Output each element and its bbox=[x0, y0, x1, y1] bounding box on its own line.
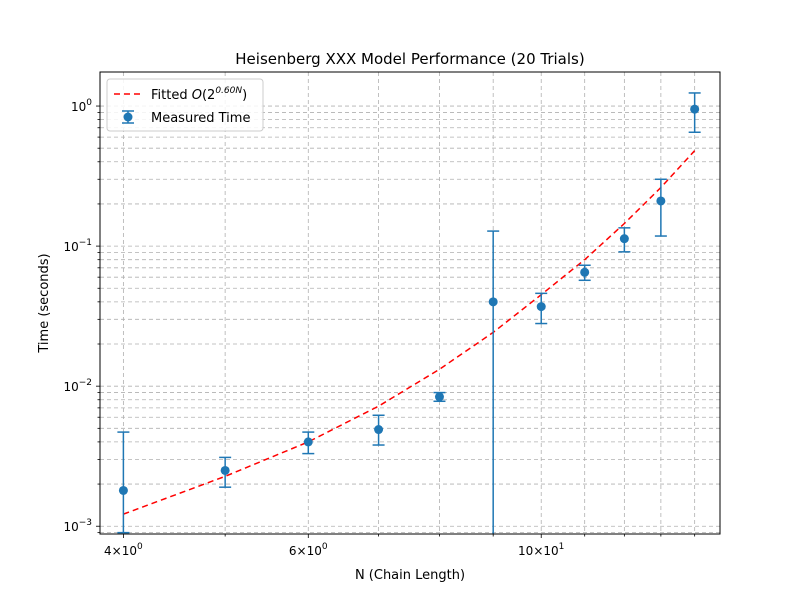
measured-point bbox=[487, 230, 500, 534]
ticks: 4×100 6×100 10×101 10−3 10−2 10−1 100 bbox=[63, 98, 696, 558]
measured-point bbox=[578, 264, 591, 282]
y-tick-label: 10−2 bbox=[63, 378, 92, 394]
measured-point bbox=[654, 178, 667, 237]
plot-frame bbox=[99, 71, 721, 535]
x-axis-label: N (Chain Length) bbox=[355, 568, 465, 583]
measured-point bbox=[433, 391, 446, 403]
chart-title: Heisenberg XXX Model Performance (20 Tri… bbox=[235, 50, 584, 68]
legend-box bbox=[106, 78, 264, 132]
measured-point bbox=[219, 456, 232, 488]
series-layer bbox=[117, 92, 701, 534]
measured-point bbox=[688, 92, 701, 133]
measured-point bbox=[302, 431, 315, 455]
grid bbox=[100, 72, 720, 534]
legend-fit-label: Fitted O(20.60N) bbox=[151, 86, 247, 103]
y-axis-label: Time (seconds) bbox=[37, 253, 52, 353]
y-tick-label: 10−1 bbox=[63, 238, 92, 254]
measured-point bbox=[372, 414, 385, 446]
legend-measured-swatch bbox=[122, 110, 134, 124]
legend-measured-label: Measured Time bbox=[151, 111, 250, 126]
x-tick-label: 10×101 bbox=[518, 542, 564, 558]
measured-point bbox=[535, 292, 548, 325]
legend-fit-name: Fitted bbox=[151, 88, 188, 103]
y-tick-label: 100 bbox=[71, 98, 92, 114]
measured-point bbox=[618, 227, 631, 253]
y-tick-label: 10−3 bbox=[63, 518, 92, 534]
x-tick-label: 6×100 bbox=[289, 542, 328, 558]
legend-fit-exponent: 0.60N bbox=[215, 86, 242, 96]
measured-point bbox=[117, 431, 130, 534]
x-tick-label: 4×100 bbox=[104, 542, 143, 558]
legend: Fitted O(20.60N) Measured Time bbox=[106, 78, 264, 132]
